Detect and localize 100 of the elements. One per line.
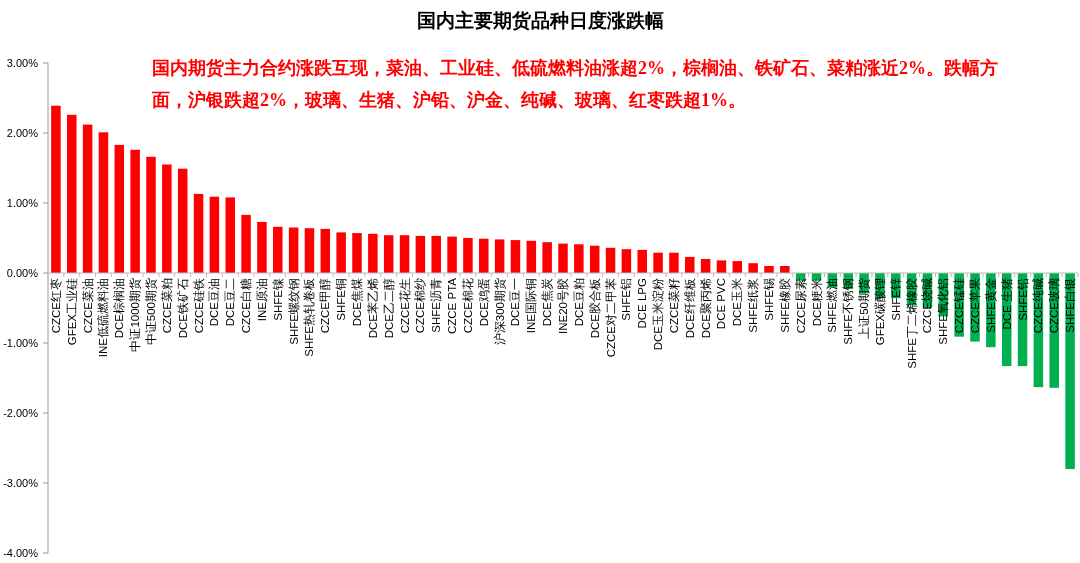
x-tick-label: INE国际铜 [525,278,538,334]
bar [621,249,632,273]
y-tick-label: -2.00% [3,407,39,419]
x-tick-label: DCE玉米淀粉 [651,278,665,351]
x-tick-label: SHFE铝 [620,278,633,321]
y-tick-label: 3.00% [6,57,39,69]
x-tick-label: DCE LPG [636,277,649,329]
x-tick-label: CZCE甲醇 [318,278,332,334]
x-tick-label: DCE豆油 [208,278,221,327]
bar [716,260,727,273]
x-tick-label: SHFE丁二烯橡胶 [904,278,918,369]
bar [82,124,93,273]
bar [146,156,156,273]
bar [605,247,616,273]
x-tick-label: DCE粳米 [810,278,823,327]
x-tick-label: DCE聚丙烯 [699,278,712,339]
x-tick-label: DCE玉米 [731,278,744,327]
x-tick-label: DCE豆二 [224,278,237,327]
x-tick-label: SHFE氧化铝 [937,278,950,345]
x-tick-label: CZCE玻璃 [1047,278,1061,334]
bar [336,232,346,273]
bar [368,233,378,273]
bar [241,214,251,273]
x-tick-label: CZCE尿素 [794,278,807,334]
bar [193,193,204,273]
bar [748,263,758,273]
x-tick-label: 中证500期货 [145,278,158,346]
x-tick-label: INE20号胶 [556,278,569,334]
x-tick-label: SHFE镍 [271,278,284,321]
y-tick-label: 2.00% [6,127,39,139]
x-tick-label: CZCE烧碱 [921,278,934,334]
x-tick-label: 沪深300期货 [492,278,507,346]
bar [114,144,125,273]
bar [463,238,473,273]
y-tick-label: 0.00% [6,267,39,279]
y-tick-label: -3.00% [3,477,39,489]
bar [399,235,410,273]
x-tick-label: INE低硫燃料油 [96,278,110,358]
x-tick-label: SHFE白银 [1064,278,1077,333]
chart-title: 国内主要期货品种日度涨跌幅 [415,9,665,33]
x-tick-label: CZCE棉纱 [414,278,427,334]
x-tick-label: DCE铁矿石 [175,278,189,339]
x-tick-label: CZCE菜粕 [160,278,173,334]
bar [526,240,537,273]
x-tick-label: DCE苯乙烯 [366,278,379,339]
x-tick-label: SHFE锌 [889,278,902,321]
bar [431,235,441,273]
bar [415,235,426,273]
x-tick-label: CZCE花生 [398,278,411,334]
bar [558,243,568,273]
x-tick-label: 中证1000期货 [129,278,143,352]
bar [67,114,77,273]
y-tick-label: -1.00% [3,337,39,349]
bar [273,226,283,273]
bar [162,164,172,273]
x-tick-label: DCE PVC [715,278,728,330]
x-tick-label: SHFE锡 [763,278,775,321]
bar [574,244,584,273]
x-tick-label: SHFE铜 [335,278,348,321]
bar [669,252,679,273]
x-tick-label: DCE鸡蛋 [477,278,490,327]
y-tick-label: 1.00% [6,197,39,209]
x-tick-label: DCE棕榈油 [112,278,126,339]
bar [479,238,489,273]
bar [209,196,220,273]
bar [494,239,505,273]
x-tick-label: INE原油 [255,278,268,322]
x-tick-label: SHFE燃油 [826,278,839,333]
x-tick-label: CZCE白糖 [239,278,253,334]
x-tick-label: DCE 生猪 [1000,278,1013,330]
x-tick-label: CZCE硅铁 [192,278,205,334]
x-tick-label: DCE纤维板 [682,278,696,339]
x-tick-label: CZCE苹果 [969,278,981,334]
bar [653,252,663,273]
x-tick-label: CZCE PTA [446,277,459,335]
bar [304,228,315,273]
bar [177,168,188,273]
annotation: 国内期货主力合约涨跌互现，菜油、工业硅、低硫燃料油涨超2%，棕榈油、铁矿石、菜粕涨近2%。跌幅方面，沪银跌超2%，玻璃、生猪、沪铅、沪金、纯碱、玻璃、红枣跌超1%。 [152,57,999,112]
bar [352,233,362,273]
x-tick-label: DCE胶合板 [587,278,601,339]
bar [685,256,695,273]
bar [1065,273,1075,469]
bar [130,149,140,273]
bar [225,197,235,273]
x-tick-label: CZCE菜籽 [667,278,680,334]
x-tick-label: CZCE菜油 [81,278,94,334]
x-tick-label: SHFE铅 [1016,278,1029,321]
x-tick-label: DCE焦煤 [351,278,363,327]
bar [257,221,267,273]
x-tick-label: SHFE不锈钢 [842,278,855,345]
bar [447,236,457,273]
x-tick-label: CZCE锰硅 [953,278,966,334]
y-tick-label: -4.00% [3,547,39,559]
x-tick-label: CZCE红枣 [49,278,62,334]
x-tick-label: SHFE橡胶 [777,278,791,333]
bar [589,245,600,273]
x-tick-label: DCE豆粕 [572,278,585,327]
x-tick-label: SHFE纸浆 [747,278,760,333]
bar [510,240,521,273]
x-tick-label: SHFE黄金 [984,278,997,333]
